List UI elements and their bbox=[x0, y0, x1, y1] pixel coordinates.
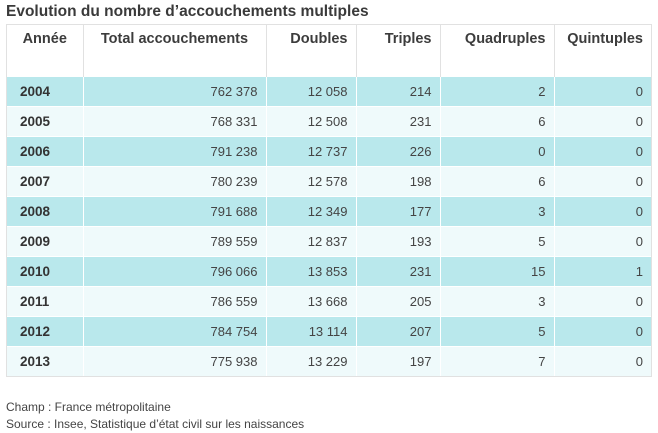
cell-doubles: 13 229 bbox=[266, 345, 357, 376]
cell-triples: 226 bbox=[356, 135, 441, 166]
cell-triples: 231 bbox=[356, 105, 441, 136]
cell-triples: 193 bbox=[356, 225, 441, 256]
cell-quadruples: 7 bbox=[440, 345, 555, 376]
cell-quintuples: 1 bbox=[554, 255, 651, 286]
cell-quintuples: 0 bbox=[554, 135, 651, 166]
data-table-container: Année Total accouchements Doubles Triple… bbox=[6, 24, 652, 377]
cell-doubles: 12 578 bbox=[266, 165, 357, 196]
cell-quintuples: 0 bbox=[554, 285, 651, 316]
cell-quadruples: 3 bbox=[440, 285, 555, 316]
table-row: 2009 789 559 12 837 193 5 0 bbox=[7, 225, 651, 256]
table-row: 2004 762 378 12 058 214 2 0 bbox=[7, 75, 651, 106]
column-header-quintuples: Quintuples bbox=[554, 25, 651, 76]
column-header-total: Total accouchements bbox=[83, 25, 267, 76]
footer-champ: Champ : France métropolitaine bbox=[6, 400, 171, 414]
cell-quadruples: 5 bbox=[440, 225, 555, 256]
cell-doubles: 12 837 bbox=[266, 225, 357, 256]
cell-annee: 2011 bbox=[7, 285, 84, 316]
cell-quadruples: 6 bbox=[440, 105, 555, 136]
footer-source: Source : Insee, Statistique d’état civil… bbox=[6, 417, 305, 431]
table-row: 2006 791 238 12 737 226 0 0 bbox=[7, 135, 651, 166]
cell-quadruples: 3 bbox=[440, 195, 555, 226]
cell-annee: 2004 bbox=[7, 75, 84, 106]
cell-total: 768 331 bbox=[83, 105, 267, 136]
cell-quintuples: 0 bbox=[554, 315, 651, 346]
table-row: 2012 784 754 13 114 207 5 0 bbox=[7, 315, 651, 346]
cell-total: 791 688 bbox=[83, 195, 267, 226]
data-table: Année Total accouchements Doubles Triple… bbox=[7, 25, 651, 376]
cell-annee: 2010 bbox=[7, 255, 84, 286]
column-header-quadruples: Quadruples bbox=[440, 25, 555, 76]
cell-doubles: 13 114 bbox=[266, 315, 357, 346]
cell-doubles: 12 508 bbox=[266, 105, 357, 136]
cell-annee: 2005 bbox=[7, 105, 84, 136]
table-row: 2011 786 559 13 668 205 3 0 bbox=[7, 285, 651, 316]
cell-annee: 2012 bbox=[7, 315, 84, 346]
cell-quadruples: 0 bbox=[440, 135, 555, 166]
cell-annee: 2007 bbox=[7, 165, 84, 196]
cell-triples: 177 bbox=[356, 195, 441, 226]
header-row: Année Total accouchements Doubles Triple… bbox=[7, 25, 651, 76]
cell-triples: 205 bbox=[356, 285, 441, 316]
cell-annee: 2009 bbox=[7, 225, 84, 256]
cell-triples: 231 bbox=[356, 255, 441, 286]
table-title: Evolution du nombre d’accouchements mult… bbox=[6, 3, 369, 20]
cell-annee: 2013 bbox=[7, 345, 84, 376]
cell-quintuples: 0 bbox=[554, 225, 651, 256]
column-header-triples: Triples bbox=[356, 25, 441, 76]
cell-total: 789 559 bbox=[83, 225, 267, 256]
cell-quadruples: 6 bbox=[440, 165, 555, 196]
cell-quadruples: 15 bbox=[440, 255, 555, 286]
cell-total: 780 239 bbox=[83, 165, 267, 196]
cell-doubles: 13 668 bbox=[266, 285, 357, 316]
table-row: 2008 791 688 12 349 177 3 0 bbox=[7, 195, 651, 226]
cell-quintuples: 0 bbox=[554, 195, 651, 226]
footer-notes: Champ : France métropolitaine Source : I… bbox=[6, 399, 304, 433]
cell-doubles: 12 737 bbox=[266, 135, 357, 166]
table-row: 2007 780 239 12 578 198 6 0 bbox=[7, 165, 651, 196]
cell-quintuples: 0 bbox=[554, 345, 651, 376]
table-row: 2010 796 066 13 853 231 15 1 bbox=[7, 255, 651, 286]
cell-doubles: 12 058 bbox=[266, 75, 357, 106]
cell-doubles: 12 349 bbox=[266, 195, 357, 226]
column-header-doubles: Doubles bbox=[266, 25, 357, 76]
table-body: 2004 762 378 12 058 214 2 0 2005 768 331 12 508 2… bbox=[7, 75, 651, 376]
cell-total: 775 938 bbox=[83, 345, 267, 376]
cell-quintuples: 0 bbox=[554, 75, 651, 106]
cell-triples: 214 bbox=[356, 75, 441, 106]
cell-total: 786 559 bbox=[83, 285, 267, 316]
cell-total: 762 378 bbox=[83, 75, 267, 106]
cell-quadruples: 2 bbox=[440, 75, 555, 106]
cell-quintuples: 0 bbox=[554, 105, 651, 136]
cell-triples: 207 bbox=[356, 315, 441, 346]
cell-triples: 197 bbox=[356, 345, 441, 376]
cell-quintuples: 0 bbox=[554, 165, 651, 196]
cell-quadruples: 5 bbox=[440, 315, 555, 346]
cell-total: 791 238 bbox=[83, 135, 267, 166]
cell-total: 784 754 bbox=[83, 315, 267, 346]
cell-annee: 2006 bbox=[7, 135, 84, 166]
table-row: 2013 775 938 13 229 197 7 0 bbox=[7, 345, 651, 376]
cell-doubles: 13 853 bbox=[266, 255, 357, 286]
cell-annee: 2008 bbox=[7, 195, 84, 226]
cell-total: 796 066 bbox=[83, 255, 267, 286]
table-row: 2005 768 331 12 508 231 6 0 bbox=[7, 105, 651, 136]
column-header-annee: Année bbox=[7, 25, 84, 76]
cell-triples: 198 bbox=[356, 165, 441, 196]
